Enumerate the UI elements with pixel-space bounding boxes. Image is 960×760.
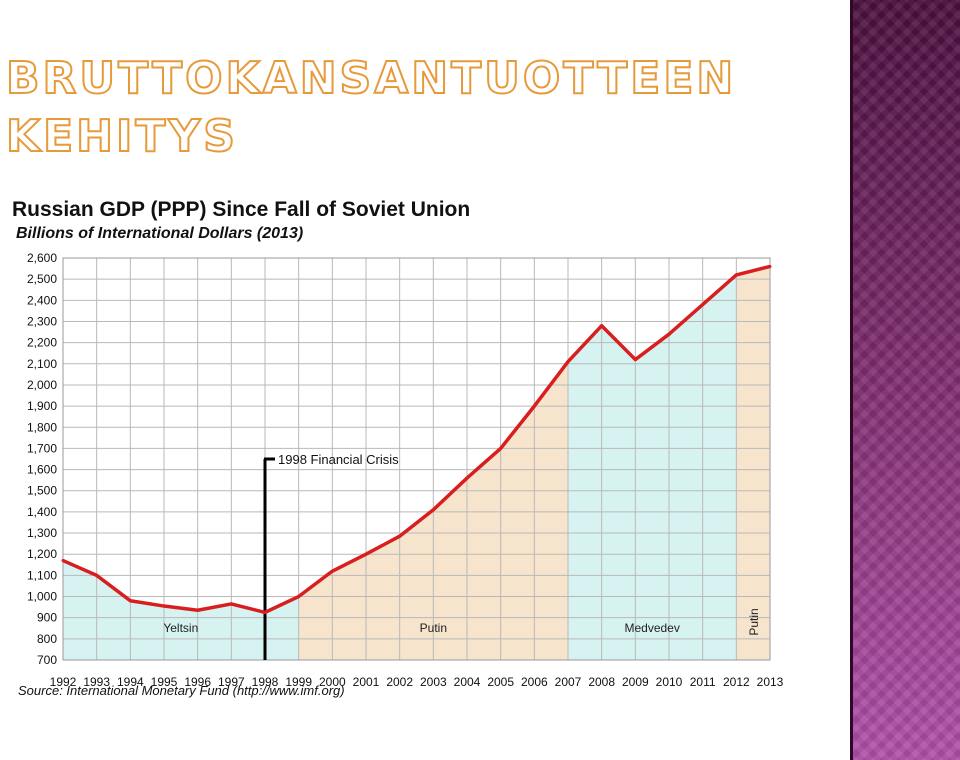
gdp-data-point [768, 264, 772, 268]
x-tick-label: 2008 [588, 675, 615, 689]
x-tick-label: 2006 [521, 675, 548, 689]
chart-subtitle: Billions of International Dollars (2013) [16, 225, 304, 242]
gdp-data-point [330, 569, 334, 573]
x-tick-label: 2003 [420, 675, 447, 689]
x-tick-label: 1993 [83, 675, 110, 689]
era-area-0 [63, 560, 299, 660]
x-tick-label: 2004 [454, 675, 481, 689]
y-tick-label: 1,300 [27, 526, 57, 540]
y-tick-label: 2,100 [27, 357, 57, 371]
gdp-data-point [61, 559, 65, 563]
gdp-data-point [297, 595, 301, 599]
y-tick-label: 1,100 [27, 568, 57, 582]
y-tick-label: 700 [37, 653, 57, 667]
gdp-data-point [633, 358, 637, 362]
slide-title: BRUTTOKANSANTUOTTEEN KEHITYS [5, 50, 826, 166]
gdp-data-point [263, 610, 267, 614]
gdp-data-point [398, 534, 402, 538]
gdp-data-point [95, 573, 99, 577]
slide-title-line1: BRUTTOKANSANTUOTTEEN [5, 52, 737, 105]
gdp-data-point [229, 602, 233, 606]
chart-canvas: 700 800 900 1,000 1,100 1,200 1,300 1,400 1,500 1… [27, 251, 784, 689]
y-tick-label: 1,600 [27, 463, 57, 477]
y-tick-label: 1,000 [27, 590, 57, 604]
y-tick-label: 1,900 [27, 399, 57, 413]
y-tick-label: 2,400 [27, 293, 57, 307]
gdp-data-point [600, 324, 604, 328]
y-tick-label: 2,300 [27, 314, 57, 328]
x-tick-label: 2005 [487, 675, 514, 689]
gdp-data-point [128, 599, 132, 603]
x-tick-label: 2000 [319, 675, 346, 689]
era-label: Putin [747, 608, 761, 635]
x-tick-label: 2012 [723, 675, 750, 689]
x-tick-label: 2013 [757, 675, 784, 689]
y-tick-label: 2,200 [27, 336, 57, 350]
era-area-3 [736, 266, 770, 660]
gdp-data-point [162, 604, 166, 608]
x-tick-label: 2009 [622, 675, 649, 689]
panel-pattern [850, 0, 960, 760]
chart-source: Source: International Monetary Fund (htt… [18, 683, 345, 698]
gdp-chart: Russian GDP (PPP) Since Fall of Soviet U… [0, 190, 800, 710]
era-area-2 [568, 274, 737, 660]
gdp-data-point [364, 552, 368, 556]
crisis-annotation-label: 1998 Financial Crisis [278, 452, 399, 467]
gdp-data-point [196, 608, 200, 612]
era-label: Putin [420, 621, 447, 635]
era-label: Yeltsin [163, 621, 198, 635]
x-tick-label: 1994 [117, 675, 144, 689]
x-tick-label: 2011 [690, 675, 716, 689]
x-tick-label: 1999 [285, 675, 312, 689]
decorative-side-panel [850, 0, 960, 760]
x-tick-label: 1996 [184, 675, 211, 689]
x-tick-label: 2001 [353, 675, 380, 689]
panel-edge [850, 0, 853, 760]
y-tick-label: 1,200 [27, 547, 57, 561]
y-tick-label: 900 [37, 611, 57, 625]
x-tick-label: 2002 [386, 675, 413, 689]
slide-title-line2: KEHITYS [5, 110, 238, 163]
x-tick-label: 1998 [252, 675, 279, 689]
x-tick-label: 1992 [50, 675, 77, 689]
gdp-data-point [499, 446, 503, 450]
gdp-data-point [566, 360, 570, 364]
gdp-data-point [465, 476, 469, 480]
plot-border [62, 257, 771, 661]
y-tick-label: 1,700 [27, 441, 57, 455]
y-tick-label: 2,500 [27, 272, 57, 286]
gdp-data-point [734, 273, 738, 277]
gdp-data-point [667, 332, 671, 336]
era-label: Medvedev [624, 621, 679, 635]
x-tick-label: 2007 [555, 675, 582, 689]
y-tick-label: 1,800 [27, 420, 57, 434]
gdp-data-point [701, 303, 705, 307]
x-tick-label: 2010 [656, 675, 683, 689]
chart-title: Russian GDP (PPP) Since Fall of Soviet U… [12, 198, 471, 221]
y-tick-label: 1,400 [27, 505, 57, 519]
x-tick-label: 1997 [218, 675, 245, 689]
y-tick-label: 1,500 [27, 484, 57, 498]
y-tick-label: 2,000 [27, 378, 57, 392]
gdp-data-point [532, 404, 536, 408]
y-tick-label: 2,600 [27, 251, 57, 265]
y-tick-label: 800 [37, 632, 57, 646]
gdp-data-point [431, 508, 435, 512]
x-tick-label: 1995 [151, 675, 178, 689]
gdp-series-line [62, 264, 771, 615]
